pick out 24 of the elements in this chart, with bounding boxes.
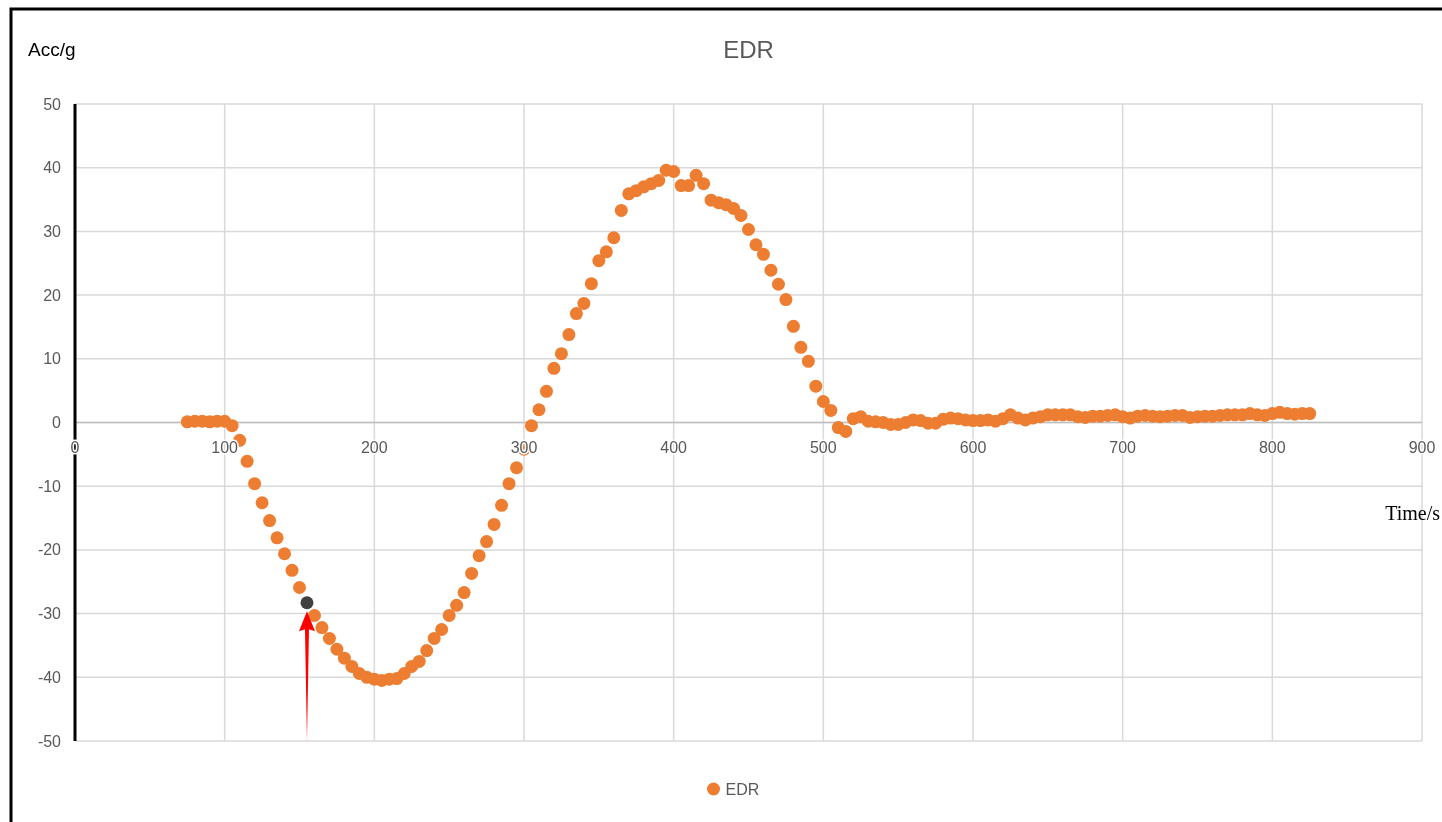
y-tick-label: 30 bbox=[43, 222, 62, 240]
y-tick-label: 10 bbox=[43, 350, 62, 368]
x-tick-label: 400 bbox=[660, 438, 688, 456]
y-tick-label: -40 bbox=[37, 668, 62, 686]
y-tick-label: -20 bbox=[37, 541, 62, 559]
x-tick-label: 700 bbox=[1109, 438, 1137, 456]
y-tick-label: 20 bbox=[43, 286, 62, 304]
x-axis-title: Time/s bbox=[1385, 502, 1441, 524]
y-tick-label: 40 bbox=[43, 159, 62, 177]
x-tick-label: 100 bbox=[211, 438, 239, 456]
x-tick-label: 500 bbox=[809, 438, 837, 456]
y-tick-label: -50 bbox=[37, 732, 62, 750]
x-tick-label: 900 bbox=[1408, 438, 1436, 456]
y-axis-title: Acc/g bbox=[28, 39, 76, 60]
y-tick-label: 50 bbox=[43, 95, 62, 113]
x-tick-label: 0 bbox=[70, 438, 80, 456]
y-tick-label: 0 bbox=[52, 414, 62, 431]
x-tick-label: 800 bbox=[1258, 438, 1286, 456]
x-tick-label: 200 bbox=[360, 438, 388, 456]
legend-label: EDR bbox=[725, 780, 760, 798]
chart-title: EDR bbox=[723, 36, 774, 63]
y-tick-label: -30 bbox=[37, 605, 62, 623]
y-tick-label: -10 bbox=[37, 477, 62, 495]
x-tick-label: 600 bbox=[959, 438, 987, 456]
